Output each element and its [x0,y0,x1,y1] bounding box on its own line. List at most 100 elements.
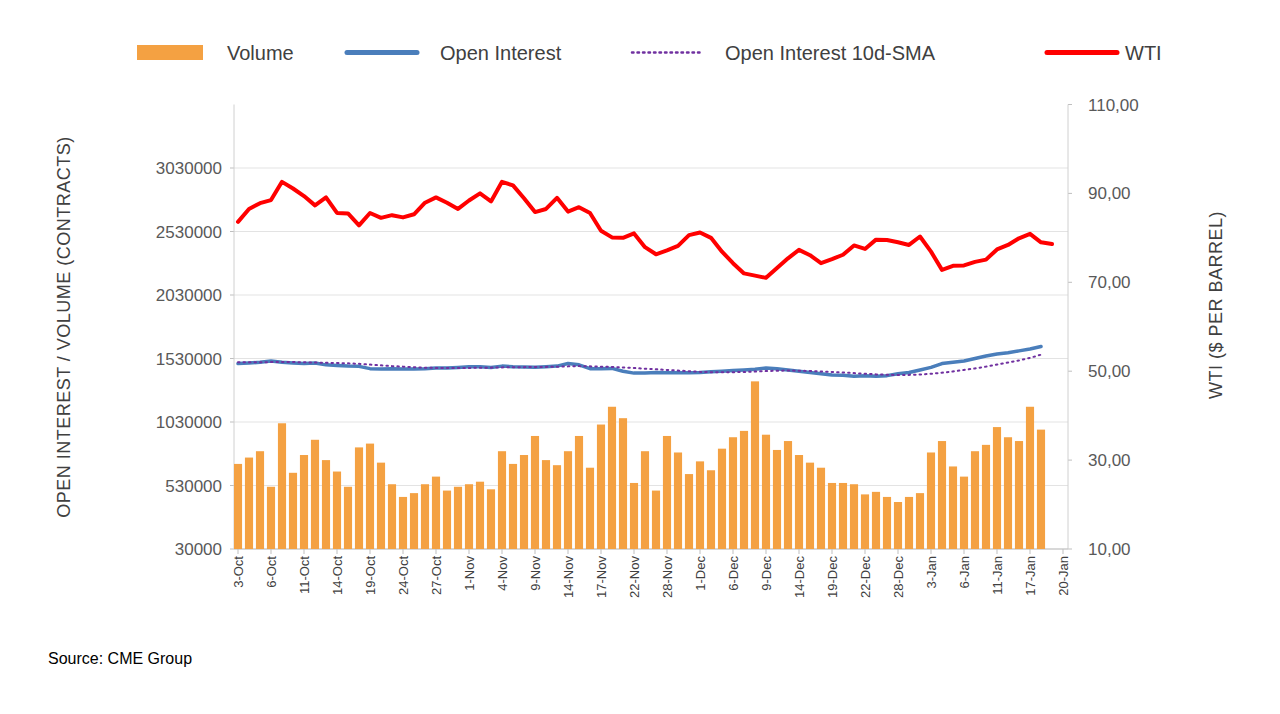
legend: Volume Open Interest Open Interest 10d-SMA… [137,42,1162,64]
volume-bar [795,455,803,549]
volume-bar [487,489,495,549]
volume-bar [762,435,770,549]
grid-line [234,231,1068,232]
x-tick [997,549,998,554]
volume-bar [465,484,473,549]
volume-bar [443,491,451,549]
x-tick [469,549,470,554]
y2-tick [1068,371,1072,372]
volume-bar [718,449,726,549]
x-tick [601,549,602,554]
y2-tick-label: 50,00 [1088,362,1131,381]
volume-bar [355,447,363,549]
volume-bar [344,487,352,549]
x-tick-label: 19-Oct [363,556,378,595]
legend-label: Volume [227,42,294,64]
volume-bar [608,407,616,549]
y-tick [230,485,234,486]
x-tick [931,549,932,554]
y-tick [230,295,234,296]
y-tick [230,358,234,359]
volume-bar [663,436,671,549]
volume-bar [817,468,825,549]
y-axis-title: OPEN INTEREST / VOLUME (CONTRACTS) [54,136,74,518]
chart: 3000053000010300001530000203000025300003… [0,0,1280,714]
volume-bar [564,451,572,549]
volume-bar [1026,407,1034,549]
x-tick-label: 14-Oct [330,556,345,595]
volume-bar [234,464,242,549]
volume-bar [245,458,253,549]
x-tick-label: 9-Nov [528,556,543,591]
x-tick [403,549,404,554]
volume-bar [696,461,704,549]
grid-line [234,422,1068,423]
x-tick-label: 28-Dec [891,556,906,598]
volume-bar [674,452,682,549]
y-tick-label: 1030000 [156,413,222,432]
x-tick-label: 19-Dec [825,556,840,598]
y2-tick-label: 10,00 [1088,540,1131,559]
x-tick-label: 6-Dec [726,556,741,591]
volume-bar [740,431,748,549]
x-tick [634,549,635,554]
y2-tick-label: 90,00 [1088,184,1131,203]
x-tick [964,549,965,554]
grid-line [234,358,1068,359]
volume-bar [960,477,968,549]
y-tick-label: 1530000 [156,350,222,369]
volume-bar [322,460,330,549]
y2-tick-label: 70,00 [1088,273,1131,292]
y2-tick-label: 110,00 [1088,96,1139,115]
y2-axis-title: WTI ($ PER BARREL) [1206,211,1226,399]
volume-bar [773,450,781,549]
x-tick [700,549,701,554]
x-tick [766,549,767,554]
volume-bar [784,441,792,549]
x-tick [337,549,338,554]
x-tick-label: 11-Jan [990,556,1005,595]
volume-bar [498,451,506,549]
volume-bar [311,440,319,549]
x-tick [733,549,734,554]
y-tick [230,422,234,423]
volume-bar [619,418,627,549]
source-note: Source: CME Group [48,650,192,667]
volume-bar [751,381,759,549]
legend-swatch [137,45,203,60]
series-line [238,182,1052,278]
volume-bar [476,482,484,549]
volume-bar [410,493,418,549]
x-tick [370,549,371,554]
x-tick [832,549,833,554]
volume-bar [872,492,880,549]
volume-bar [630,483,638,549]
legend-label: Open Interest [440,42,562,64]
legend-label: Open Interest 10d-SMA [725,42,936,64]
volume-bar [399,497,407,549]
x-tick-label: 27-Oct [429,556,444,595]
volume-bar [685,474,693,549]
x-tick-label: 1-Nov [462,556,477,591]
y-tick [230,549,234,550]
grid-line [234,168,1068,169]
volume-bar [509,464,517,549]
volume-bar [267,487,275,549]
y2-tick [1068,193,1072,194]
volume-bar [586,468,594,549]
volume-bar [520,455,528,549]
x-tick-label: 14-Nov [561,556,576,598]
volume-bar [377,463,385,549]
volume-bar [531,436,539,549]
volume-bar [1037,430,1045,549]
y2-tick [1068,460,1072,461]
volume-bar [278,423,286,549]
x-tick [799,549,800,554]
x-tick-label: 3-Oct [231,556,246,588]
volume-bar [905,497,913,549]
x-tick-label: 17-Nov [594,556,609,598]
x-tick-label: 9-Dec [759,556,774,591]
volume-bar [883,497,891,549]
x-tick [271,549,272,554]
volume-bar [971,451,979,549]
